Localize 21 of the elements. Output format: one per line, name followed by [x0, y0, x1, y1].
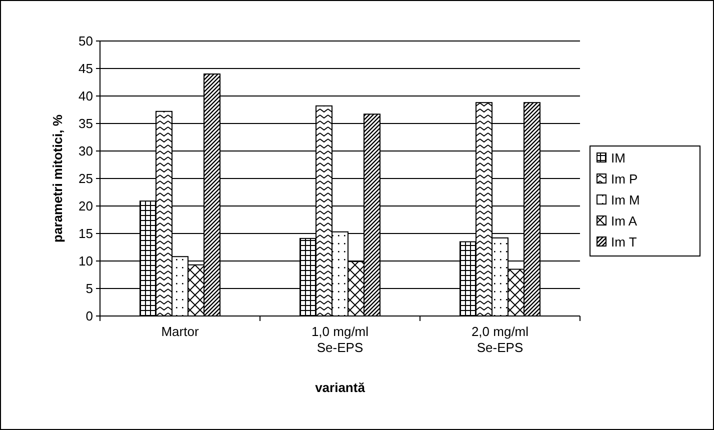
- x-tick-label: 2,0 mg/ml Se-EPS: [471, 324, 529, 355]
- y-tick-label: 40: [78, 88, 93, 104]
- x-tick-label: 1,0 mg/ml Se-EPS: [311, 324, 369, 355]
- legend-label: Im A: [611, 214, 638, 229]
- legend-label: Im M: [611, 192, 640, 208]
- legend-label: IM: [611, 150, 626, 166]
- legend-label: Im T: [611, 234, 637, 250]
- x-axis-title: variantă: [315, 380, 366, 395]
- y-tick-label: 30: [78, 144, 93, 159]
- y-tick-label: 5: [86, 281, 93, 296]
- y-tick-label: 45: [78, 61, 93, 76]
- y-tick-label: 0: [86, 308, 93, 324]
- legend-label: Im P: [611, 172, 638, 187]
- x-tick-label: Martor: [161, 324, 200, 339]
- y-tick-label: 10: [78, 254, 93, 269]
- y-axis-title: parametri mitotici, %: [50, 114, 65, 242]
- y-tick-label: 50: [78, 34, 93, 49]
- y-tick-label: 15: [78, 226, 93, 242]
- y-tick-label: 35: [78, 116, 93, 132]
- y-tick-label: 20: [78, 198, 93, 214]
- y-tick-label: 25: [78, 171, 93, 186]
